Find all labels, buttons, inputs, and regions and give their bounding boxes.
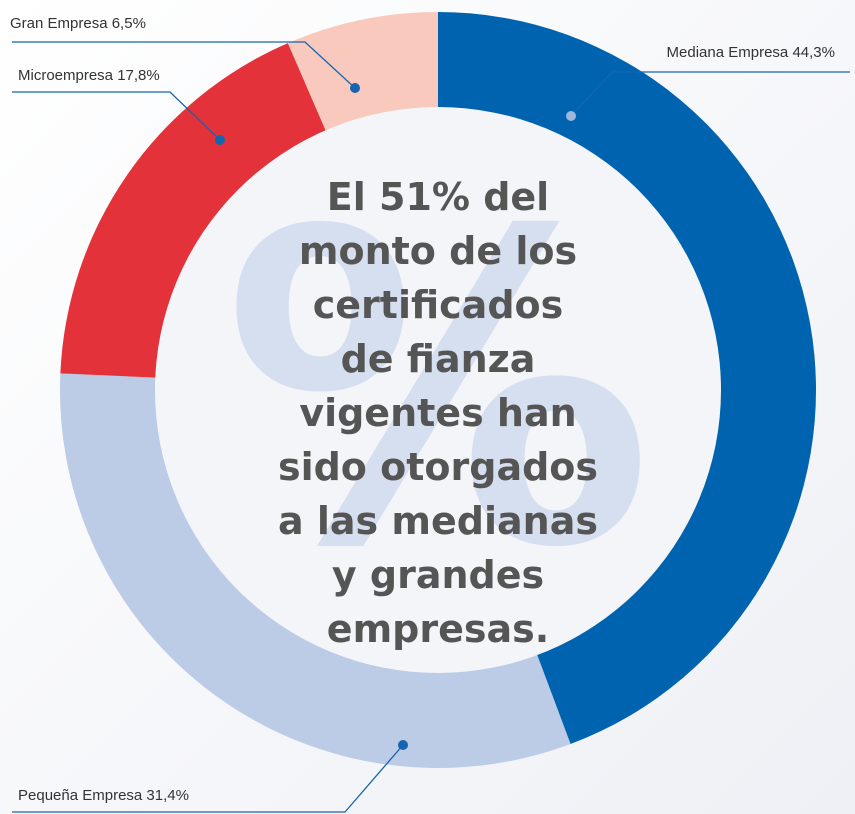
center-annotation: vigentes han <box>299 391 576 435</box>
center-annotation: sido otorgados <box>278 445 598 489</box>
center-annotation: empresas. <box>327 607 549 651</box>
slice-label: Mediana Empresa 44,3% <box>667 44 835 61</box>
center-annotation: monto de los <box>299 229 577 273</box>
leader-line <box>12 744 404 813</box>
leader-line <box>12 91 221 141</box>
center-annotation: certificados <box>313 283 564 327</box>
center-annotation: de fianza <box>341 337 536 381</box>
watermark: % <box>223 142 654 642</box>
leader-dot <box>566 111 576 121</box>
center-annotation: y grandes <box>332 553 544 597</box>
leader-dot <box>398 740 408 750</box>
leader-dot <box>350 83 360 93</box>
donut-hole <box>155 107 721 673</box>
center-annotation: El 51% del <box>327 175 549 219</box>
slice-label: Microempresa 17,8% <box>18 67 160 84</box>
slice-label: Gran Empresa 6,5% <box>10 15 146 32</box>
leader-dot <box>215 135 225 145</box>
leader-line <box>12 41 356 89</box>
center-annotation: a las medianas <box>278 499 598 543</box>
leader-line <box>570 71 850 117</box>
slice-label: Pequeña Empresa 31,4% <box>18 787 189 804</box>
